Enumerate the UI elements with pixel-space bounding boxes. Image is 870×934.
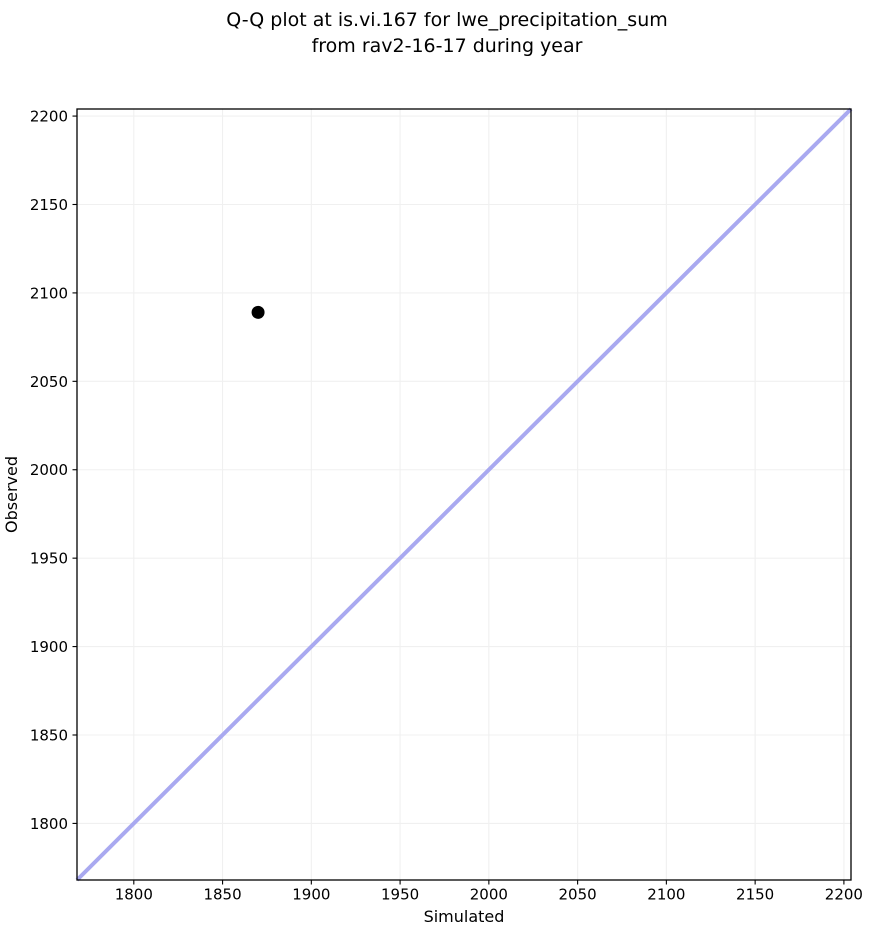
y-axis-label: Observed: [2, 456, 21, 533]
x-tick-label-2200: 2200: [825, 886, 863, 904]
chart-title-line-1: Q-Q plot at is.vi.167 for lwe_precipitat…: [226, 9, 668, 31]
data-point: [251, 305, 265, 319]
x-tick-label-1950: 1950: [381, 886, 419, 904]
chart-title: Q-Q plot at is.vi.167 for lwe_precipitat…: [24, 7, 870, 59]
y-tick-label-2050: 2050: [30, 373, 68, 391]
y-tick-label-2100: 2100: [30, 284, 68, 302]
y-tick-label-2000: 2000: [30, 461, 68, 479]
chart-title-line-2: from rav2-16-17 during year: [311, 35, 583, 57]
plot-border: [76, 108, 852, 881]
x-tick-label-2000: 2000: [470, 886, 508, 904]
x-tick-label-2050: 2050: [559, 886, 597, 904]
y-tick-label-2200: 2200: [30, 108, 68, 126]
y-tick-label-1800: 1800: [30, 815, 68, 833]
x-tick-label-2100: 2100: [647, 886, 685, 904]
identity-line: [75, 107, 853, 882]
y-tick-label-2150: 2150: [30, 196, 68, 214]
y-tick-label-1900: 1900: [30, 638, 68, 656]
x-tick-label-1900: 1900: [292, 886, 330, 904]
x-tick-label-1850: 1850: [203, 886, 241, 904]
x-tick-label-1800: 1800: [115, 886, 153, 904]
y-tick-label-1850: 1850: [30, 726, 68, 744]
y-tick-label-1950: 1950: [30, 550, 68, 568]
x-axis-label: Simulated: [424, 907, 505, 926]
x-tick-label-2150: 2150: [736, 886, 774, 904]
